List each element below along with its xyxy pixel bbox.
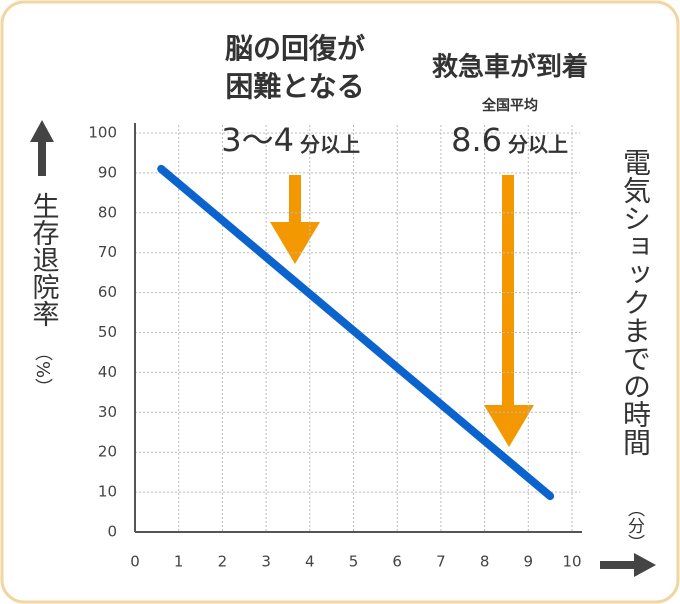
y-axis-label: 生存退院率 (28, 192, 60, 327)
arrow-head (484, 405, 534, 447)
y-tick-label: 60 (98, 283, 117, 301)
x-tick-label: 6 (392, 553, 402, 571)
y-tick-label: 40 (98, 363, 117, 381)
annotation: 全国平均 (481, 97, 538, 114)
x-tick-label: 2 (218, 553, 228, 571)
y-tick-label: 30 (98, 403, 117, 421)
x-tick-label: 3 (261, 553, 271, 571)
y-axis-unit: （%） (32, 343, 53, 396)
y-tick-label: 80 (98, 203, 117, 221)
data-line (157, 164, 555, 501)
x-tick-label: 1 (174, 553, 184, 571)
x-tick-label: 9 (524, 553, 534, 571)
x-tick-label: 8 (480, 553, 490, 571)
x-tick-label: 10 (562, 553, 581, 571)
x-axis-label: 電気ショックまでの時間 (619, 148, 652, 456)
x-tick-label: 0 (130, 553, 140, 571)
annotation: 困難となる (225, 70, 364, 103)
y-tick-label: 90 (98, 163, 117, 181)
annotation: 分以上 (300, 133, 360, 157)
annotation: 8.6 (451, 121, 502, 159)
y-tick-label: 20 (98, 443, 117, 461)
y-tick-label: 100 (88, 124, 117, 142)
annotation: 3〜4 (221, 121, 294, 159)
y-tick-label: 0 (107, 523, 117, 541)
y-tick-label: 70 (98, 243, 117, 261)
annotation: 分以上 (508, 133, 568, 157)
arrow (502, 175, 514, 406)
arrow-head (270, 222, 320, 264)
annotation: 救急車が到着 (432, 52, 588, 83)
arrow (289, 175, 301, 223)
y-tick-label: 10 (98, 483, 117, 501)
x-axis-unit: （分） (624, 500, 645, 551)
x-tick-label: 5 (349, 553, 359, 571)
annotation: 脳の回復が (225, 32, 365, 65)
right-arrow (600, 553, 656, 577)
up-arrow (30, 120, 54, 176)
x-tick-label: 4 (305, 553, 315, 571)
y-tick-label: 50 (98, 323, 117, 341)
x-tick-label: 7 (436, 553, 446, 571)
